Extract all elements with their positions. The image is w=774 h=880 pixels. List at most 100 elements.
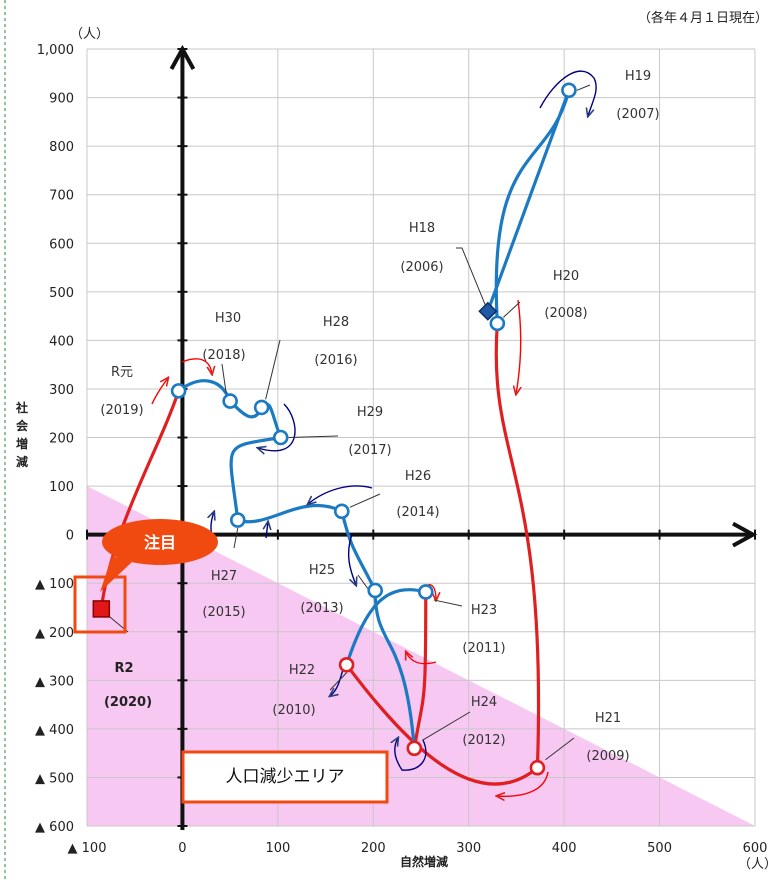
y-tick-label: 300 bbox=[49, 383, 74, 398]
point-label-era: H22 bbox=[289, 663, 315, 678]
leader-line bbox=[329, 672, 347, 691]
tick-labels: 1,000 900 800 700 600 500 400 300 200 100 0 ▲ 100 ▲ … bbox=[35, 43, 767, 856]
highlight-label: 注目 bbox=[144, 533, 176, 552]
point-marker bbox=[272, 429, 289, 446]
area-label: 人口減少エリア bbox=[226, 767, 345, 787]
segment-h20-h21 bbox=[494, 321, 541, 770]
trend-arrow bbox=[406, 652, 437, 665]
point-marker bbox=[170, 383, 187, 399]
y-tick-label: ▲ 500 bbox=[35, 771, 74, 786]
point-label-year: (2010) bbox=[272, 703, 315, 718]
leader-line bbox=[288, 435, 339, 438]
x-axis-title: 自然増減 bbox=[400, 854, 448, 869]
y-tick-label: ▲ 600 bbox=[35, 820, 74, 835]
point-marker bbox=[92, 600, 111, 618]
x-tick-label: 600 bbox=[743, 841, 768, 856]
point-label-year: (2008) bbox=[544, 306, 587, 321]
point-label-year: (2007) bbox=[616, 107, 659, 122]
x-tick-label: 200 bbox=[361, 841, 386, 856]
point-label-era: H29 bbox=[357, 405, 383, 420]
point-label-era: H21 bbox=[595, 711, 621, 726]
point-label-era: H27 bbox=[211, 569, 237, 584]
leader-line bbox=[456, 247, 489, 312]
trend-arrow bbox=[308, 485, 373, 504]
point-label-year: (2016) bbox=[314, 353, 357, 368]
segment-h27-h29 bbox=[229, 435, 283, 522]
point-marker bbox=[489, 315, 506, 332]
point-label-year: (2011) bbox=[462, 641, 505, 656]
point-label-era: H26 bbox=[405, 469, 431, 484]
y-tick-label: 900 bbox=[49, 92, 74, 107]
segment-h18-h20 bbox=[486, 89, 571, 325]
leader-line bbox=[233, 527, 239, 549]
segment-h24-h25 bbox=[373, 588, 416, 750]
point-label-era: R元 bbox=[111, 365, 133, 380]
x-tick-label: 0 bbox=[178, 841, 186, 856]
trend-arrow bbox=[151, 378, 168, 405]
point-label-year: (2017) bbox=[348, 443, 391, 458]
point-label-era: R2 bbox=[114, 661, 133, 676]
point-label-year: (2015) bbox=[202, 605, 245, 620]
leader-line bbox=[357, 574, 370, 591]
point-label-year: (2013) bbox=[300, 601, 343, 616]
point-label-era: H25 bbox=[309, 563, 335, 578]
segment-h25-h26 bbox=[340, 509, 377, 593]
leader-line bbox=[545, 737, 575, 761]
trend-arrow bbox=[497, 771, 549, 796]
point-label-year: (2012) bbox=[462, 733, 505, 748]
point-label-era: H18 bbox=[409, 221, 435, 236]
point-label-era: H23 bbox=[471, 603, 497, 618]
point-label-year: (2018) bbox=[202, 348, 245, 363]
x-tick-label: 500 bbox=[647, 841, 672, 856]
markers bbox=[92, 82, 577, 776]
y-tick-label: 700 bbox=[49, 189, 74, 204]
leader-line bbox=[433, 599, 463, 607]
point-labels: H18 (2006) H19 (2007) H20 (2008) H21 (2009) H22 (… bbox=[100, 69, 659, 764]
segment-h26-h27 bbox=[236, 504, 344, 524]
point-marker bbox=[333, 503, 350, 520]
y-tick-label: 100 bbox=[49, 480, 74, 495]
trend-arrow bbox=[347, 533, 356, 585]
trend-arrow bbox=[181, 358, 212, 374]
point-label-year: (2019) bbox=[100, 403, 143, 418]
point-marker bbox=[229, 512, 246, 528]
leader-line bbox=[422, 711, 471, 741]
trend-arrow bbox=[395, 738, 427, 771]
point-label-year: (2009) bbox=[586, 749, 629, 764]
trend-arrow bbox=[539, 70, 597, 116]
point-marker bbox=[406, 740, 423, 757]
y-tick-label: ▲ 400 bbox=[35, 723, 74, 738]
leader-line bbox=[503, 301, 521, 318]
y-tick-label: 800 bbox=[49, 140, 74, 155]
point-label-era: H30 bbox=[215, 311, 241, 326]
x-tick-label: 100 bbox=[265, 841, 290, 856]
point-marker bbox=[253, 399, 270, 416]
leader-line bbox=[221, 363, 227, 394]
point-marker bbox=[417, 584, 434, 600]
trend-arrow bbox=[516, 299, 521, 394]
point-marker bbox=[478, 301, 498, 321]
point-marker bbox=[529, 759, 546, 776]
point-marker bbox=[222, 393, 238, 409]
trend-arrow bbox=[266, 522, 268, 539]
highlight-frame bbox=[73, 575, 127, 634]
point-label-era: H20 bbox=[553, 269, 579, 284]
y-tick-label: 1,000 bbox=[37, 43, 74, 58]
leader-line bbox=[265, 339, 281, 400]
y-tick-label: 0 bbox=[66, 529, 74, 544]
point-marker bbox=[367, 582, 383, 599]
x-tick-label: 400 bbox=[552, 841, 577, 856]
x-tick-label: ▲ 100 bbox=[68, 841, 107, 856]
y-axis-title: 社会増減 bbox=[15, 400, 29, 469]
x-tick-label: 300 bbox=[456, 841, 481, 856]
highlight-callout: 注目 bbox=[100, 519, 218, 592]
point-label-era: H19 bbox=[625, 69, 651, 84]
x-unit: （人） bbox=[738, 857, 774, 872]
area-label-box bbox=[181, 750, 389, 804]
y-tick-label: ▲ 100 bbox=[35, 577, 74, 592]
y-tick-label: 600 bbox=[49, 237, 74, 252]
point-label-year: (2014) bbox=[396, 505, 439, 520]
point-label-year: (2020) bbox=[104, 695, 152, 710]
point-label-year: (2006) bbox=[400, 260, 443, 275]
